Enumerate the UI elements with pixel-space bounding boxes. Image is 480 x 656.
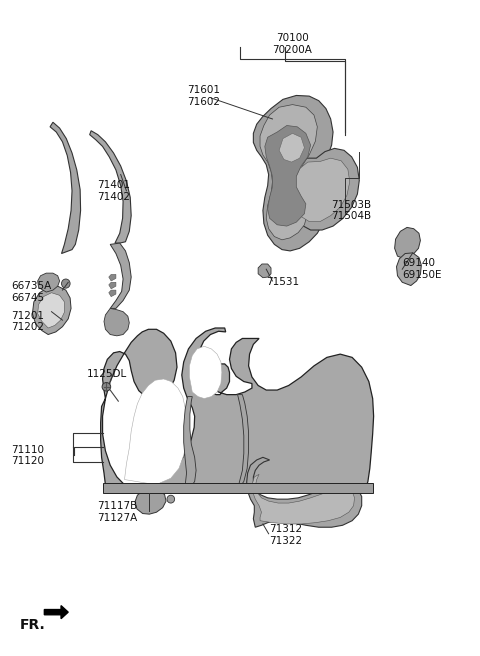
- Polygon shape: [103, 483, 372, 493]
- Polygon shape: [33, 286, 71, 335]
- Polygon shape: [291, 158, 350, 222]
- Polygon shape: [124, 379, 187, 483]
- Polygon shape: [184, 397, 196, 490]
- Text: 71601
71602: 71601 71602: [188, 85, 220, 107]
- Polygon shape: [265, 125, 311, 226]
- Polygon shape: [395, 228, 420, 259]
- Polygon shape: [90, 131, 131, 243]
- Text: 1125DL: 1125DL: [86, 369, 127, 379]
- Text: 71503B
71504B: 71503B 71504B: [331, 199, 371, 221]
- Text: 71201
71202: 71201 71202: [11, 311, 44, 333]
- Polygon shape: [286, 148, 360, 230]
- Polygon shape: [109, 282, 116, 289]
- Text: FR.: FR.: [20, 618, 45, 632]
- Ellipse shape: [102, 382, 111, 391]
- Polygon shape: [247, 457, 362, 527]
- Polygon shape: [101, 328, 373, 493]
- Polygon shape: [37, 273, 60, 292]
- Polygon shape: [234, 395, 249, 490]
- Text: 69140
69150E: 69140 69150E: [402, 258, 442, 280]
- Polygon shape: [50, 122, 81, 253]
- Text: 66735A
66745: 66735A 66745: [11, 281, 51, 303]
- Polygon shape: [279, 133, 304, 162]
- Polygon shape: [258, 264, 271, 277]
- Polygon shape: [396, 253, 421, 285]
- Ellipse shape: [61, 279, 70, 288]
- Polygon shape: [260, 104, 317, 240]
- Polygon shape: [37, 293, 64, 328]
- Polygon shape: [252, 474, 355, 524]
- Text: 71531: 71531: [266, 277, 300, 287]
- Polygon shape: [135, 488, 166, 514]
- Polygon shape: [109, 274, 116, 281]
- Text: 70100
70200A: 70100 70200A: [273, 33, 312, 54]
- Text: 71312
71322: 71312 71322: [269, 524, 302, 546]
- Text: 71117B
71127A: 71117B 71127A: [97, 501, 137, 523]
- Text: 71110
71120: 71110 71120: [11, 445, 44, 466]
- Polygon shape: [109, 290, 116, 297]
- Polygon shape: [110, 243, 131, 308]
- Polygon shape: [44, 605, 68, 619]
- Polygon shape: [253, 96, 333, 251]
- Polygon shape: [190, 346, 222, 399]
- Polygon shape: [104, 308, 129, 336]
- Ellipse shape: [167, 495, 175, 503]
- Text: 71401
71402: 71401 71402: [97, 180, 130, 201]
